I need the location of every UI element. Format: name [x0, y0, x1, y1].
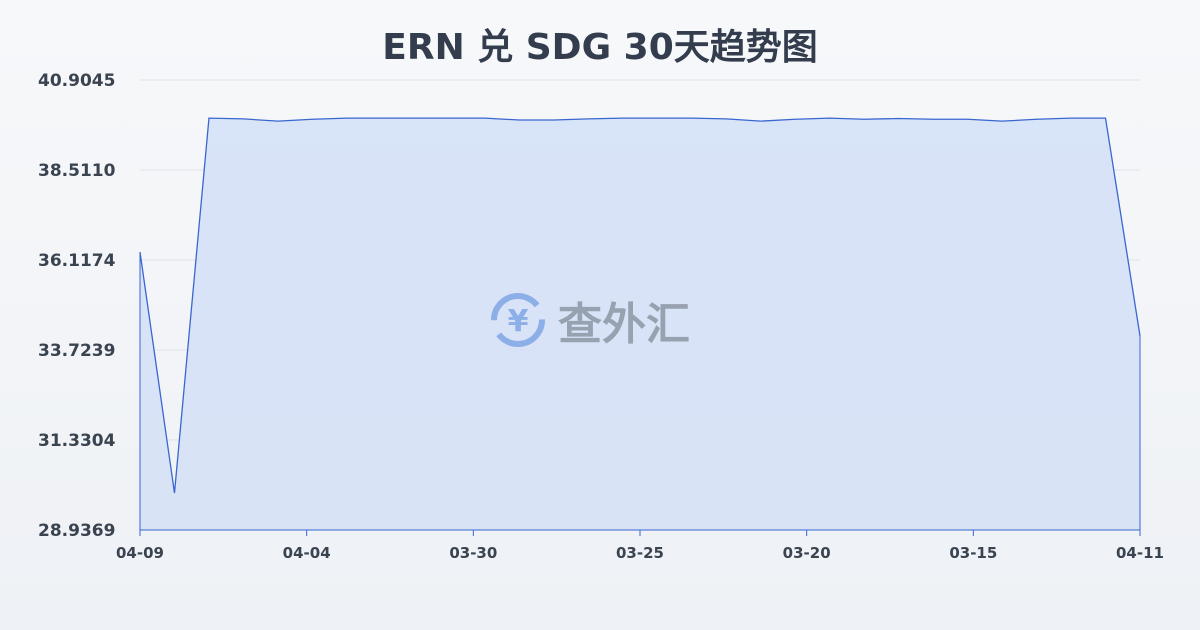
watermark-text: 查外汇 [558, 299, 690, 350]
y-tick-label: 28.9369 [38, 521, 115, 541]
y-tick-label: 38.5110 [38, 161, 116, 181]
watermark: ¥ 查外汇 [488, 288, 690, 352]
y-tick-label: 36.1174 [38, 251, 116, 271]
yen-exchange-icon: ¥ [491, 293, 545, 347]
x-tick-label: 03-30 [449, 544, 497, 562]
y-tick-label: 40.9045 [38, 71, 115, 91]
svg-text:¥: ¥ [508, 304, 529, 339]
x-tick-label: 03-15 [949, 544, 997, 562]
y-tick-label: 33.7239 [38, 341, 115, 361]
x-tick-label: 04-09 [116, 544, 164, 562]
x-tick-label: 03-20 [783, 544, 831, 562]
chart-title: ERN 兑 SDG 30天趋势图 [382, 27, 818, 68]
series-line [139, 117, 1141, 494]
x-tick-label: 03-25 [616, 544, 664, 562]
y-tick-label: 31.3304 [38, 431, 116, 451]
x-tick-label: 04-11 [1116, 544, 1164, 562]
area-fill [140, 118, 1140, 531]
x-tick-label: 04-04 [283, 544, 331, 562]
